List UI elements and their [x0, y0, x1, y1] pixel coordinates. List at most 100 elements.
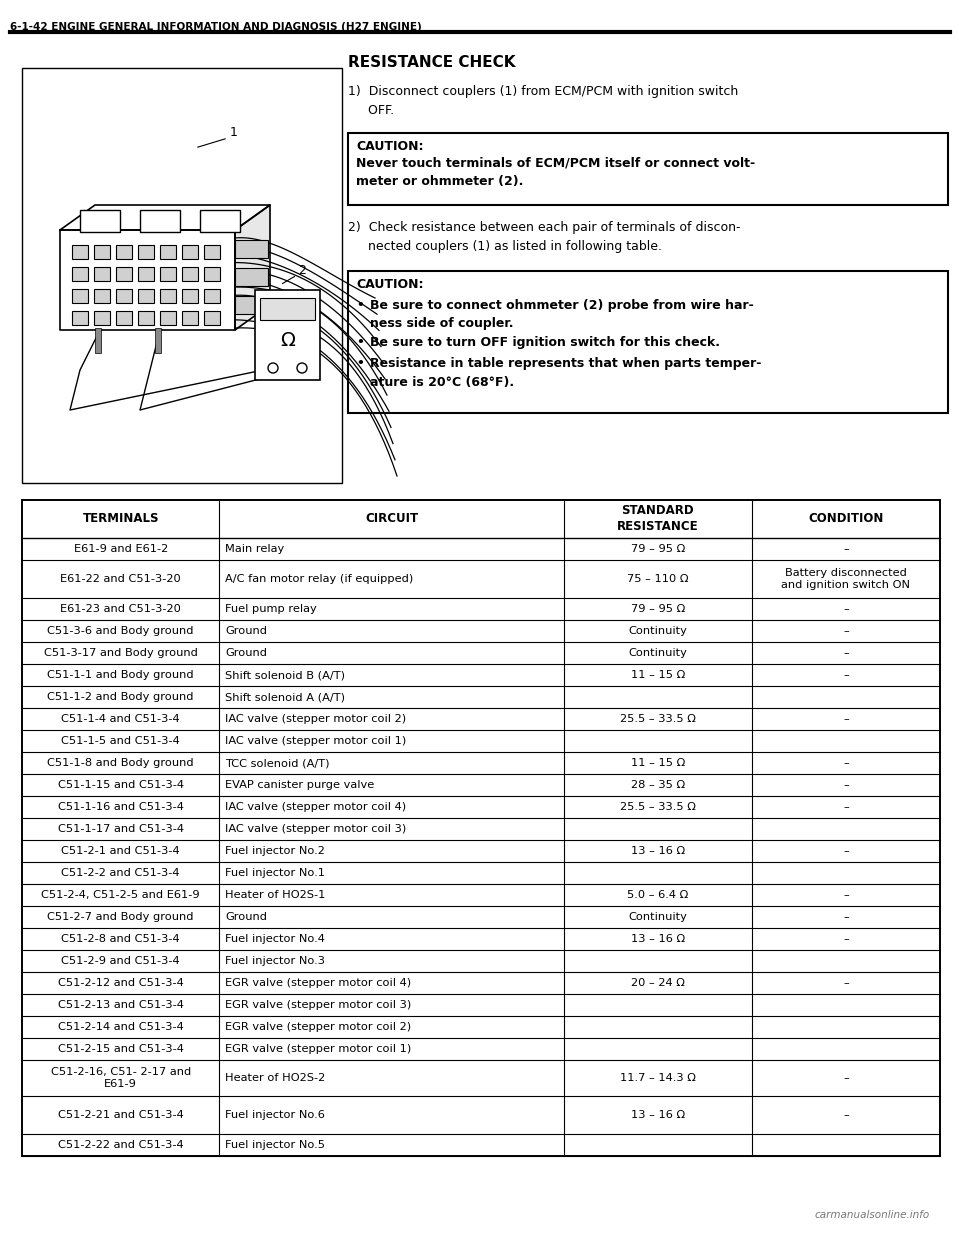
Text: C51-1-4 and C51-3-4: C51-1-4 and C51-3-4: [61, 714, 180, 724]
Bar: [138, 289, 154, 303]
Text: –: –: [843, 781, 849, 790]
Text: C51-2-2 and C51-3-4: C51-2-2 and C51-3-4: [61, 868, 180, 878]
Circle shape: [268, 363, 278, 373]
Bar: [22, 68, 342, 483]
Bar: [204, 267, 220, 282]
Text: C51-2-15 and C51-3-4: C51-2-15 and C51-3-4: [58, 1044, 183, 1053]
Bar: [182, 311, 198, 325]
Text: –: –: [843, 1073, 849, 1083]
Bar: [200, 210, 240, 232]
Text: Continuity: Continuity: [628, 648, 687, 658]
Text: C51-1-1 and Body ground: C51-1-1 and Body ground: [47, 671, 194, 680]
Bar: [182, 245, 198, 259]
Text: 2: 2: [298, 263, 306, 277]
Text: •: •: [356, 357, 364, 370]
Text: C51-2-7 and Body ground: C51-2-7 and Body ground: [47, 911, 194, 923]
Polygon shape: [60, 205, 270, 230]
Text: 11 – 15 Ω: 11 – 15 Ω: [631, 758, 684, 768]
Text: CONDITION: CONDITION: [808, 513, 883, 526]
Text: 79 – 95 Ω: 79 – 95 Ω: [631, 604, 684, 614]
Text: Be sure to connect ohmmeter (2) probe from wire har-
ness side of coupler.: Be sure to connect ohmmeter (2) probe fr…: [370, 299, 754, 331]
Text: C51-2-12 and C51-3-4: C51-2-12 and C51-3-4: [58, 978, 183, 988]
Text: C51-2-9 and C51-3-4: C51-2-9 and C51-3-4: [61, 956, 180, 966]
Text: CIRCUIT: CIRCUIT: [365, 513, 418, 526]
Text: Fuel injector No.1: Fuel injector No.1: [226, 868, 325, 878]
Text: C51-1-17 and C51-3-4: C51-1-17 and C51-3-4: [58, 824, 183, 834]
Text: 11 – 15 Ω: 11 – 15 Ω: [631, 671, 684, 680]
Text: A/C fan motor relay (if equipped): A/C fan motor relay (if equipped): [226, 574, 414, 584]
Text: 1)  Disconnect couplers (1) from ECM/PCM with ignition switch
     OFF.: 1) Disconnect couplers (1) from ECM/PCM …: [348, 85, 738, 117]
Text: –: –: [843, 1110, 849, 1120]
Text: C51-2-1 and C51-3-4: C51-2-1 and C51-3-4: [61, 846, 180, 856]
Bar: [182, 267, 198, 282]
Text: C51-3-17 and Body ground: C51-3-17 and Body ground: [44, 648, 198, 658]
Text: EGR valve (stepper motor coil 3): EGR valve (stepper motor coil 3): [226, 1000, 412, 1010]
Text: Fuel pump relay: Fuel pump relay: [226, 604, 317, 614]
Bar: [72, 267, 88, 282]
Text: Ω: Ω: [280, 331, 295, 350]
Polygon shape: [235, 205, 270, 330]
Text: 79 – 95 Ω: 79 – 95 Ω: [631, 543, 684, 555]
Text: 75 – 110 Ω: 75 – 110 Ω: [627, 574, 688, 584]
Text: 25.5 – 33.5 Ω: 25.5 – 33.5 Ω: [620, 714, 696, 724]
Text: –: –: [843, 846, 849, 856]
Bar: [235, 296, 268, 314]
Text: Ground: Ground: [226, 911, 268, 923]
Text: Continuity: Continuity: [628, 911, 687, 923]
Bar: [140, 210, 180, 232]
Text: C51-1-15 and C51-3-4: C51-1-15 and C51-3-4: [58, 781, 183, 790]
Text: IAC valve (stepper motor coil 2): IAC valve (stepper motor coil 2): [226, 714, 406, 724]
Text: Continuity: Continuity: [628, 626, 687, 636]
Text: –: –: [843, 911, 849, 923]
Text: Shift solenoid A (A/T): Shift solenoid A (A/T): [226, 692, 346, 701]
Text: Ground: Ground: [226, 648, 268, 658]
Text: –: –: [843, 802, 849, 811]
Text: –: –: [843, 626, 849, 636]
Bar: [160, 267, 176, 282]
Bar: [116, 245, 132, 259]
Text: EGR valve (stepper motor coil 1): EGR valve (stepper motor coil 1): [226, 1044, 412, 1053]
Circle shape: [297, 363, 307, 373]
Bar: [235, 268, 268, 287]
Bar: [138, 267, 154, 282]
Bar: [94, 245, 110, 259]
Text: C51-1-2 and Body ground: C51-1-2 and Body ground: [47, 692, 194, 701]
Bar: [348, 133, 948, 205]
Text: Resistance in table represents that when parts temper-
ature is 20°C (68°F).: Resistance in table represents that when…: [370, 357, 761, 389]
Text: –: –: [843, 758, 849, 768]
Text: –: –: [843, 543, 849, 555]
Text: C51-1-5 and C51-3-4: C51-1-5 and C51-3-4: [61, 736, 180, 746]
Text: Fuel injector No.4: Fuel injector No.4: [226, 934, 325, 944]
Text: E61-23 and C51-3-20: E61-23 and C51-3-20: [60, 604, 181, 614]
Text: Be sure to turn OFF ignition switch for this check.: Be sure to turn OFF ignition switch for …: [370, 336, 720, 350]
Text: C51-2-16, C51- 2-17 and
E61-9: C51-2-16, C51- 2-17 and E61-9: [51, 1067, 191, 1089]
Text: –: –: [843, 671, 849, 680]
Bar: [116, 289, 132, 303]
Text: C51-3-6 and Body ground: C51-3-6 and Body ground: [47, 626, 194, 636]
Text: Never touch terminals of ECM/PCM itself or connect volt-
meter or ohmmeter (2).: Never touch terminals of ECM/PCM itself …: [356, 157, 756, 189]
Text: Fuel injector No.3: Fuel injector No.3: [226, 956, 325, 966]
Polygon shape: [60, 230, 235, 330]
Text: C51-2-4, C51-2-5 and E61-9: C51-2-4, C51-2-5 and E61-9: [41, 890, 200, 900]
Text: Heater of HO2S-2: Heater of HO2S-2: [226, 1073, 325, 1083]
Bar: [94, 267, 110, 282]
Text: –: –: [843, 714, 849, 724]
Text: 13 – 16 Ω: 13 – 16 Ω: [631, 846, 684, 856]
Text: C51-1-8 and Body ground: C51-1-8 and Body ground: [47, 758, 194, 768]
Text: Fuel injector No.5: Fuel injector No.5: [226, 1140, 325, 1150]
Text: –: –: [843, 978, 849, 988]
Bar: [95, 329, 101, 353]
Text: Fuel injector No.6: Fuel injector No.6: [226, 1110, 325, 1120]
Text: 28 – 35 Ω: 28 – 35 Ω: [631, 781, 684, 790]
Text: C51-2-21 and C51-3-4: C51-2-21 and C51-3-4: [58, 1110, 183, 1120]
Bar: [72, 311, 88, 325]
Text: 5.0 – 6.4 Ω: 5.0 – 6.4 Ω: [627, 890, 688, 900]
Text: RESISTANCE CHECK: RESISTANCE CHECK: [348, 56, 516, 70]
Text: C51-2-8 and C51-3-4: C51-2-8 and C51-3-4: [61, 934, 180, 944]
Text: TCC solenoid (A/T): TCC solenoid (A/T): [226, 758, 330, 768]
Text: –: –: [843, 934, 849, 944]
Text: EGR valve (stepper motor coil 4): EGR valve (stepper motor coil 4): [226, 978, 412, 988]
Bar: [80, 210, 120, 232]
Text: EVAP canister purge valve: EVAP canister purge valve: [226, 781, 374, 790]
Bar: [94, 289, 110, 303]
